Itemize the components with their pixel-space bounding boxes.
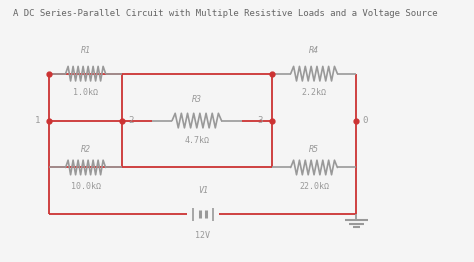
Text: R5: R5	[309, 145, 319, 155]
Text: R1: R1	[81, 46, 91, 56]
Text: 1.0kΩ: 1.0kΩ	[73, 88, 98, 97]
Text: 2.2kΩ: 2.2kΩ	[301, 88, 327, 97]
Text: 12V: 12V	[195, 231, 210, 240]
Text: 0: 0	[363, 116, 368, 125]
Text: A DC Series-Parallel Circuit with Multiple Resistive Loads and a Voltage Source: A DC Series-Parallel Circuit with Multip…	[13, 8, 438, 18]
Text: 10.0kΩ: 10.0kΩ	[71, 182, 100, 191]
Text: V1: V1	[198, 186, 208, 195]
Text: 3: 3	[257, 116, 263, 125]
Text: R2: R2	[81, 145, 91, 155]
Text: 4.7kΩ: 4.7kΩ	[184, 136, 210, 145]
Text: R3: R3	[192, 95, 202, 104]
Text: 22.0kΩ: 22.0kΩ	[299, 182, 329, 191]
Text: 1: 1	[35, 116, 40, 125]
Text: 2: 2	[128, 116, 133, 125]
Text: R4: R4	[309, 46, 319, 56]
